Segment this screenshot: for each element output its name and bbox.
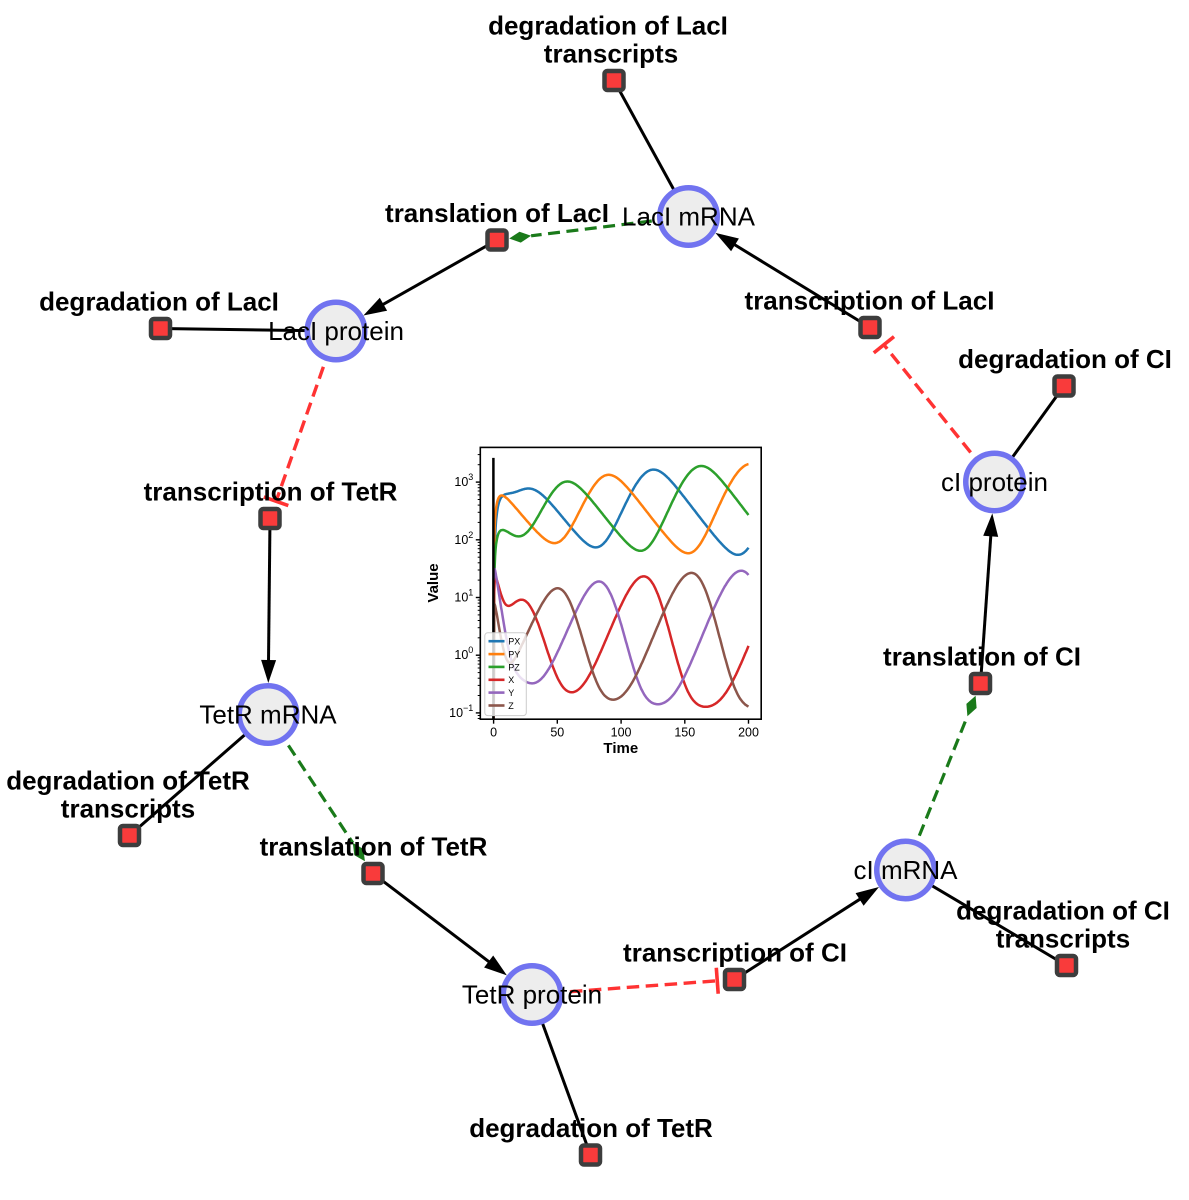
svg-text:translation of LacI: translation of LacI: [385, 198, 609, 228]
svg-text:PX: PX: [508, 637, 520, 647]
svg-text:cI mRNA: cI mRNA: [854, 855, 959, 885]
svg-text:PY: PY: [508, 650, 520, 660]
svg-text:degradation of CI: degradation of CI: [958, 344, 1172, 374]
svg-text:transcripts: transcripts: [996, 924, 1130, 954]
svg-text:degradation of LacI: degradation of LacI: [39, 287, 279, 317]
svg-text:translation of TetR: translation of TetR: [260, 832, 488, 862]
svg-text:50: 50: [550, 726, 564, 740]
svg-text:Z: Z: [508, 701, 514, 711]
svg-text:degradation of CI: degradation of CI: [956, 896, 1170, 926]
svg-text:degradation of TetR: degradation of TetR: [6, 766, 250, 796]
svg-text:translation of CI: translation of CI: [883, 642, 1081, 672]
svg-text:transcription of CI: transcription of CI: [623, 938, 847, 968]
svg-text:transcription of TetR: transcription of TetR: [144, 477, 398, 507]
svg-text:TetR mRNA: TetR mRNA: [199, 700, 337, 730]
svg-text:transcripts: transcripts: [544, 39, 678, 69]
svg-text:200: 200: [738, 726, 759, 740]
svg-text:LacI protein: LacI protein: [268, 316, 404, 346]
svg-text:Time: Time: [603, 740, 638, 757]
svg-text:Value: Value: [425, 563, 442, 602]
svg-text:0: 0: [490, 726, 497, 740]
svg-text:LacI mRNA: LacI mRNA: [622, 202, 756, 232]
svg-text:150: 150: [674, 726, 695, 740]
svg-text:degradation of TetR: degradation of TetR: [469, 1113, 713, 1143]
svg-text:Y: Y: [508, 688, 514, 698]
svg-text:cI protein: cI protein: [941, 467, 1048, 497]
svg-text:degradation of LacI: degradation of LacI: [488, 11, 728, 41]
svg-text:X: X: [508, 675, 514, 685]
svg-text:100: 100: [611, 726, 632, 740]
svg-text:transcription of LacI: transcription of LacI: [745, 286, 995, 316]
svg-text:PZ: PZ: [508, 662, 520, 672]
svg-text:transcripts: transcripts: [61, 794, 195, 824]
svg-text:TetR protein: TetR protein: [462, 980, 602, 1010]
